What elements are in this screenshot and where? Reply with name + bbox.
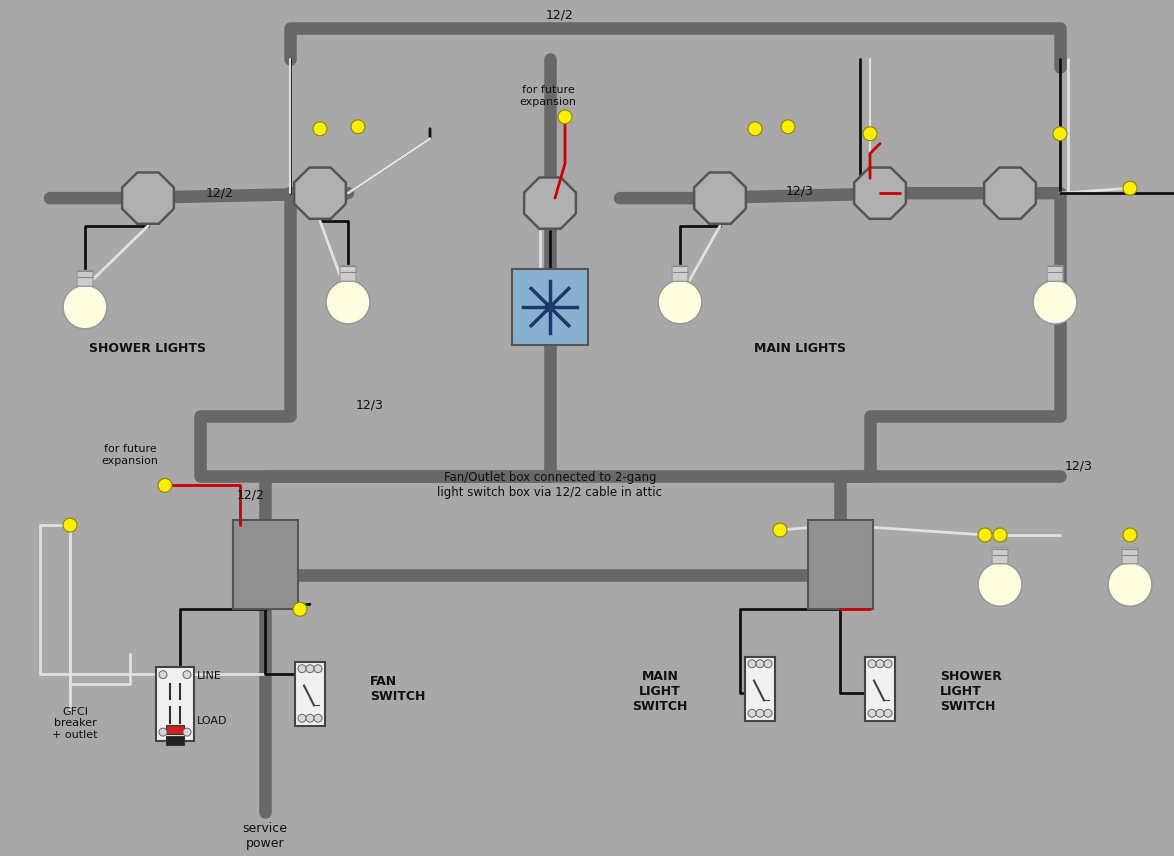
Circle shape [756, 660, 764, 668]
Bar [295, 662, 325, 726]
Circle shape [326, 281, 370, 324]
Circle shape [978, 528, 992, 542]
Circle shape [884, 660, 892, 668]
Bar [166, 736, 184, 745]
Circle shape [748, 122, 762, 136]
Circle shape [748, 710, 756, 717]
Circle shape [63, 285, 107, 329]
Circle shape [306, 665, 313, 673]
FancyBboxPatch shape [992, 548, 1008, 564]
Circle shape [63, 518, 77, 532]
Polygon shape [984, 168, 1035, 219]
Text: GFCI
breaker
+ outlet: GFCI breaker + outlet [53, 706, 97, 740]
Text: LOAD: LOAD [197, 716, 228, 726]
Circle shape [876, 710, 884, 717]
Circle shape [1124, 528, 1136, 542]
Polygon shape [295, 168, 346, 219]
Circle shape [158, 671, 167, 679]
Circle shape [1053, 127, 1067, 140]
Bar [745, 657, 775, 722]
Text: for future
expansion: for future expansion [520, 86, 576, 107]
Circle shape [764, 710, 772, 717]
Text: 12/3: 12/3 [356, 398, 384, 411]
Circle shape [1033, 281, 1077, 324]
Circle shape [546, 302, 554, 312]
Bar [232, 520, 298, 609]
Circle shape [158, 728, 167, 736]
Circle shape [183, 728, 191, 736]
Circle shape [863, 127, 877, 140]
Circle shape [313, 122, 328, 136]
Text: MAIN LIGHTS: MAIN LIGHTS [754, 342, 846, 354]
Text: 12/2: 12/2 [207, 187, 234, 199]
Circle shape [313, 665, 322, 673]
Bar [156, 667, 194, 741]
Polygon shape [122, 173, 174, 223]
Polygon shape [855, 168, 906, 219]
Circle shape [313, 714, 322, 722]
Circle shape [298, 714, 306, 722]
Circle shape [978, 562, 1023, 606]
Bar [865, 657, 895, 722]
Text: SHOWER LIGHTS: SHOWER LIGHTS [89, 342, 207, 354]
Circle shape [306, 714, 313, 722]
Text: MAIN
LIGHT
SWITCH: MAIN LIGHT SWITCH [633, 670, 688, 713]
Text: LINE: LINE [197, 670, 222, 681]
FancyBboxPatch shape [77, 270, 93, 286]
Text: 12/2: 12/2 [237, 489, 265, 502]
Circle shape [764, 660, 772, 668]
Circle shape [351, 120, 365, 134]
Text: service
power: service power [243, 823, 288, 850]
Text: 12/2: 12/2 [546, 9, 574, 21]
FancyBboxPatch shape [1122, 548, 1138, 564]
Circle shape [558, 110, 572, 124]
Circle shape [1124, 181, 1136, 195]
Text: 12/3: 12/3 [1065, 459, 1093, 473]
Text: FAN
SWITCH: FAN SWITCH [370, 675, 425, 703]
Circle shape [993, 528, 1007, 542]
Circle shape [298, 665, 306, 673]
Circle shape [294, 603, 306, 616]
Bar [808, 520, 873, 609]
Text: for future
expansion: for future expansion [101, 444, 158, 466]
Text: SHOWER
LIGHT
SWITCH: SHOWER LIGHT SWITCH [940, 670, 1001, 713]
Circle shape [657, 281, 702, 324]
Circle shape [772, 523, 787, 537]
Circle shape [868, 710, 876, 717]
Bar [512, 270, 588, 345]
Circle shape [884, 710, 892, 717]
FancyBboxPatch shape [1047, 265, 1062, 282]
Polygon shape [694, 173, 745, 223]
Circle shape [183, 671, 191, 679]
Circle shape [868, 660, 876, 668]
Circle shape [876, 660, 884, 668]
Circle shape [781, 120, 795, 134]
Text: Fan/Outlet box connected to 2-gang
light switch box via 12/2 cable in attic: Fan/Outlet box connected to 2-gang light… [438, 472, 662, 499]
Circle shape [1108, 562, 1152, 606]
Circle shape [748, 660, 756, 668]
FancyBboxPatch shape [672, 265, 688, 282]
Polygon shape [524, 177, 576, 229]
Circle shape [158, 479, 173, 492]
Bar [166, 725, 184, 734]
FancyBboxPatch shape [340, 265, 356, 282]
Text: 12/3: 12/3 [787, 185, 814, 198]
Circle shape [756, 710, 764, 717]
